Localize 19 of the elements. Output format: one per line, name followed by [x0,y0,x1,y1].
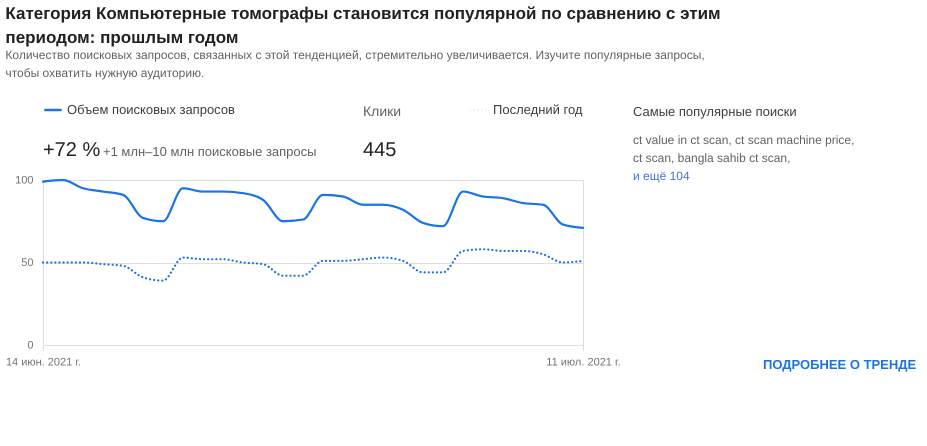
y-tick-label: 0 [27,340,34,352]
x-tick-label: 11 июл. 2021 г. [546,356,621,368]
text: 445 [363,139,396,161]
text: Самые популярные поиски [633,104,797,119]
y-tick-label: 50 [21,257,34,269]
text: и ещё 104 [633,169,690,183]
text: ПОДРОБНЕЕ О ТРЕНДЕ [763,357,916,372]
chart-subtitle: Количество поисковых запросов, связанных с этой тенденцией, стремительно увеличивается. Изучите популярные запросы, чтобы охватить нужную аудиторию. [5,48,705,80]
chart-title: Категория Компьютерные томографы становится популярной по сравнению с этим периодом: прошлым годом [5,4,721,47]
text: +1 млн–10 млн поисковые запросы [103,144,316,159]
x-tick-label: 14 июн. 2021 г. [6,356,82,368]
y-tick-label: 100 [15,174,34,186]
line-series [42,248,584,282]
legend-label: Последний год [493,102,583,117]
legend-label: Объем поисковых запросов [67,102,236,117]
line-series [42,178,584,229]
text: Клики [363,103,402,119]
text: +72 % [43,139,100,161]
text: ct value in ct scan, ct scan machine price, ct scan, bangla sahib ct scan, [633,133,854,165]
